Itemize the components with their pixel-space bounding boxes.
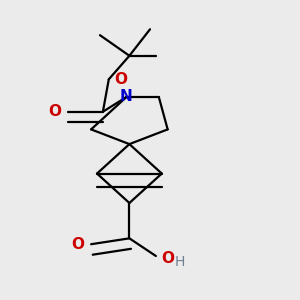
- Text: O: O: [71, 237, 84, 252]
- Text: N: N: [120, 89, 133, 104]
- Text: O: O: [114, 72, 127, 87]
- Text: H: H: [174, 255, 184, 269]
- Text: O: O: [48, 104, 61, 119]
- Text: O: O: [161, 251, 174, 266]
